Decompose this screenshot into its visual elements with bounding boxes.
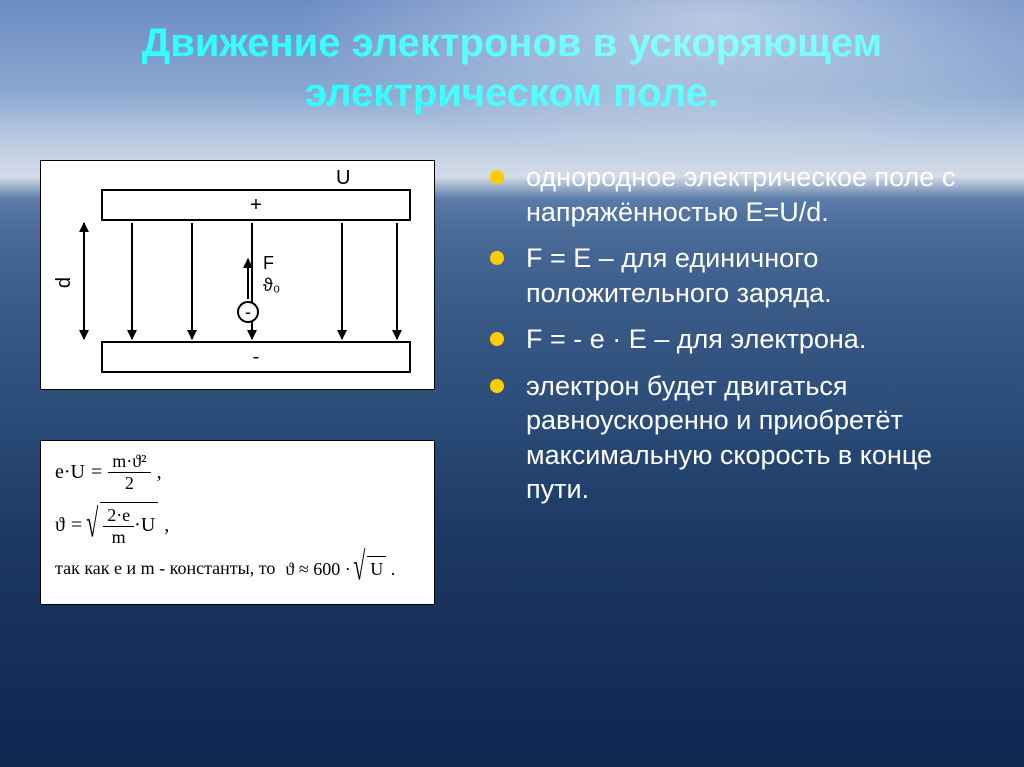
eq2-sqrt: 2·e m ·U: [88, 502, 158, 548]
eq2-num: 2·e: [103, 505, 134, 527]
eq1-den: 2: [108, 473, 150, 494]
force-label: F: [263, 253, 274, 274]
eq1-lhs: e·U: [55, 461, 85, 484]
bottom-plate: -: [101, 341, 411, 373]
formula-approx: так как e и m - константы, то ϑ ≈ 600 · …: [55, 556, 420, 580]
formula-energy: e·U = m·ϑ² 2 ,: [55, 451, 420, 494]
formula-box: e·U = m·ϑ² 2 , ϑ = 2·e m ·U , так как: [40, 440, 435, 605]
distance-arrow: [83, 223, 85, 339]
comma: ,: [157, 461, 162, 484]
approx-rad: U: [367, 556, 386, 580]
field-line: [341, 223, 343, 339]
bullet-item: однородное электрическое поле с напряжён…: [490, 160, 990, 229]
eq2-den: m: [103, 527, 134, 548]
electron-icon: -: [237, 301, 259, 323]
force-arrow: [247, 259, 249, 299]
approx-lhs: ϑ ≈ 600 ·: [285, 559, 350, 579]
approx-sqrt: U: [355, 556, 386, 580]
eq1-num: m·ϑ²: [108, 451, 150, 473]
equals-sign: =: [91, 461, 102, 484]
const-text: так как e и m - константы, то: [55, 558, 275, 579]
bullet-item: электрон будет двигаться равноускоренно …: [490, 369, 990, 507]
eq2-tail: ·U: [134, 514, 155, 536]
formula-velocity: ϑ = 2·e m ·U ,: [55, 502, 420, 548]
bullet-item: F = E – для единичного положительного за…: [490, 241, 990, 310]
top-plate: +: [101, 189, 411, 221]
field-line: [396, 223, 398, 339]
equals-sign: =: [71, 514, 82, 537]
field-diagram: U + - d F ϑ₀ -: [40, 160, 435, 390]
v0-label: ϑ₀: [263, 275, 280, 296]
field-line: [191, 223, 193, 339]
distance-label: d: [53, 277, 76, 288]
field-line: [131, 223, 133, 339]
bullet-list: однородное электрическое поле с напряжён…: [490, 160, 990, 519]
eq2-lhs: ϑ: [55, 514, 65, 537]
voltage-label: U: [336, 167, 350, 190]
left-column: U + - d F ϑ₀ - e·U = m·ϑ² 2 , ϑ = 2·e: [40, 160, 440, 605]
page-title: Движение электронов в ускоряющем электри…: [0, 0, 1024, 118]
comma: ,: [164, 514, 169, 537]
eq1-fraction: m·ϑ² 2: [108, 451, 150, 494]
bullet-item: F = - e · E – для электрона.: [490, 322, 990, 357]
period: .: [391, 559, 396, 579]
